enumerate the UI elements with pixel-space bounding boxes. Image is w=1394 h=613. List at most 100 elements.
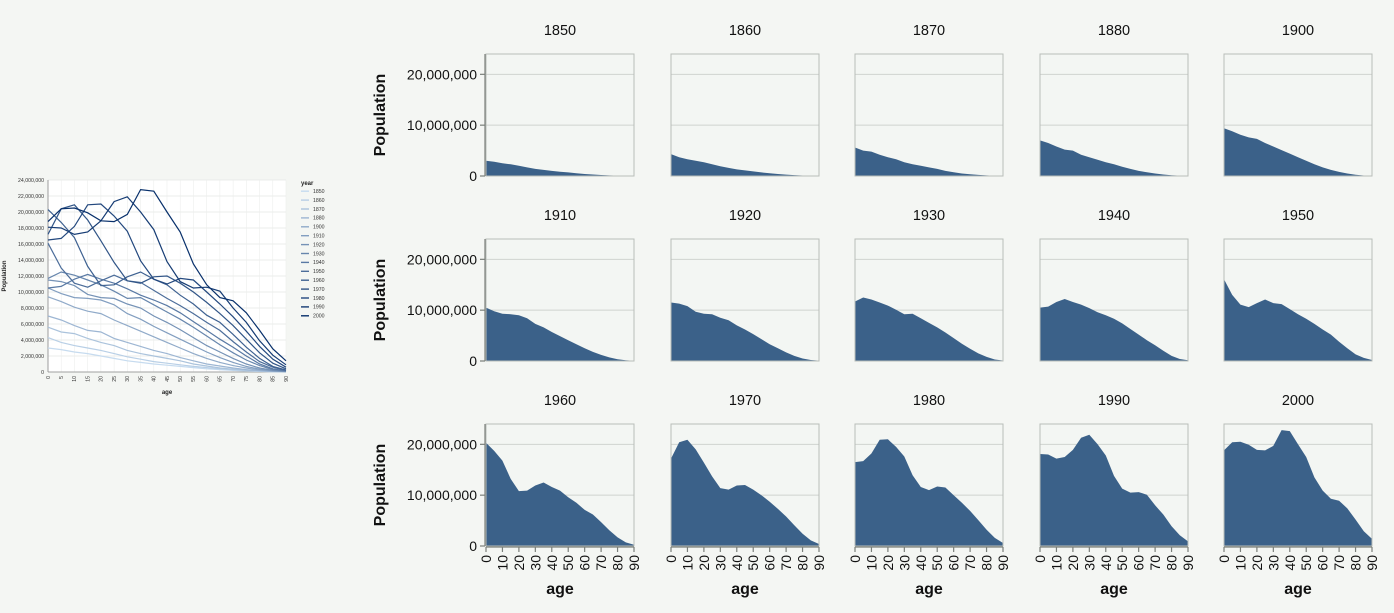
- facet-panel-1970: 1970 0 10 20 30 40 50 60 70 80 90 age: [663, 393, 827, 598]
- facet-x-tick-label: 50: [560, 555, 576, 571]
- facet-x-tick-label: 90: [995, 555, 1011, 571]
- facet-x-tick-label: 20: [696, 555, 712, 571]
- facet-area-1980: [855, 439, 1003, 546]
- facet-frame: [670, 423, 820, 547]
- facet-plot-bg: [486, 54, 634, 176]
- facet-frame: [485, 53, 635, 177]
- overview-y-axis-title: Population: [2, 260, 8, 291]
- facet-title-1860: 1860: [729, 23, 761, 39]
- facet-title-1880: 1880: [1098, 23, 1130, 39]
- facet-area-1940: [1040, 299, 1188, 361]
- overview-x-axis-title: age: [162, 390, 173, 396]
- facet-panel-1980: 1980 0 10 20 30 40 50 60 70 80 90 age: [847, 393, 1011, 598]
- facet-frame: [1039, 53, 1189, 177]
- overview-y-tick-label: 18,000,000: [18, 226, 44, 232]
- facet-x-tick-label: 30: [527, 555, 543, 571]
- facet-x-tick-label: 0: [1216, 555, 1232, 563]
- facet-x-tick-label: 10: [1232, 555, 1248, 571]
- overview-series-line-1880: [47, 315, 287, 373]
- facet-title-1940: 1940: [1098, 208, 1130, 224]
- overview-legend-entry-1910: 1910: [313, 234, 325, 240]
- facet-x-tick-label: 20: [880, 555, 896, 571]
- facet-area-1920: [671, 302, 819, 361]
- facet-title-1910: 1910: [544, 208, 576, 224]
- facet-y-tick-label: 20,000,000: [407, 436, 477, 452]
- overview-y-tick-label: 24,000,000: [18, 178, 44, 184]
- overview-y-tick-label: 10,000,000: [18, 290, 44, 296]
- overview-series-line-2000: [47, 188, 287, 362]
- facet-x-tick-label: 30: [712, 555, 728, 571]
- facet-x-tick-label: 30: [896, 555, 912, 571]
- overview-series-line-1990: [47, 196, 287, 366]
- facet-panel-1860: 1860: [670, 23, 820, 177]
- facet-x-tick-label: 70: [1147, 555, 1163, 571]
- overview-legend-entry-1870: 1870: [313, 207, 325, 213]
- facet-frame: [854, 238, 1004, 362]
- facet-y-tick-label: 0: [469, 353, 477, 369]
- facet-x-tick-label: 70: [962, 555, 978, 571]
- overview-x-tick-label: 25: [112, 376, 118, 382]
- facet-x-tick-label: 90: [626, 555, 642, 571]
- facet-y-tick-label: 10,000,000: [407, 117, 477, 133]
- facet-frame: [670, 238, 820, 362]
- overview-y-tick-label: 6,000,000: [21, 322, 44, 328]
- facet-y-tick-label: 10,000,000: [407, 487, 477, 503]
- facet-x-axis-title: age: [1284, 581, 1312, 598]
- facet-x-tick-label: 90: [1364, 555, 1380, 571]
- facet-x-tick-label: 60: [1131, 555, 1147, 571]
- overview-y-tick-label: 22,000,000: [18, 194, 44, 200]
- overview-legend-entry-1990: 1990: [313, 305, 325, 311]
- overview-x-tick-label: 55: [191, 376, 197, 382]
- overview-legend-entry-1850: 1850: [313, 189, 325, 195]
- facet-x-tick-label: 60: [577, 555, 593, 571]
- overview-line-chart: 0 2,000,000 4,000,000 6,000,000 8,000,000 10,…: [2, 178, 325, 396]
- facet-x-tick-label: 20: [1249, 555, 1265, 571]
- facet-area-1880: [1040, 140, 1188, 176]
- facet-x-tick-label: 80: [795, 555, 811, 571]
- overview-y-tick-label: 20,000,000: [18, 210, 44, 216]
- facet-panel-1940: 1940: [1039, 208, 1189, 362]
- facet-panel-2000: 2000 0 10 20 30 40 50 60 70 80 90 age: [1216, 393, 1380, 598]
- overview-x-tick-label: 0: [46, 376, 52, 379]
- overview-legend-entry-2000: 2000: [313, 314, 325, 320]
- facet-x-tick-label: 50: [1114, 555, 1130, 571]
- facet-frame: [485, 238, 635, 362]
- facet-y-tick-label: 10,000,000: [407, 302, 477, 318]
- facet-title-1980: 1980: [913, 393, 945, 409]
- overview-x-tick-label: 65: [218, 376, 224, 382]
- overview-series-line-1900: [47, 296, 287, 373]
- facet-title-1970: 1970: [729, 393, 761, 409]
- facet-x-tick-label: 40: [729, 555, 745, 571]
- facet-area-1870: [855, 147, 1003, 176]
- facet-area-1850: [486, 160, 634, 176]
- facet-panel-1870: 1870: [854, 23, 1004, 177]
- facet-area-1960: [486, 442, 634, 546]
- facet-frame: [1223, 53, 1373, 177]
- facet-frame: [854, 423, 1004, 547]
- facet-x-tick-label: 70: [1331, 555, 1347, 571]
- facet-x-axis-title: age: [731, 581, 759, 598]
- overview-series-line-1960: [47, 209, 287, 371]
- facet-x-tick-label: 10: [494, 555, 510, 571]
- facet-frame: [670, 53, 820, 177]
- facet-area-2000: [1224, 430, 1372, 546]
- facet-y-axis-title: Population: [372, 259, 389, 342]
- facet-frame: [485, 423, 635, 547]
- facet-y-axis-title: Population: [372, 444, 389, 527]
- overview-series-line-1920: [47, 279, 287, 372]
- facet-y-axis-title: Population: [372, 74, 389, 157]
- facet-panel-1850: 1850 0 10,000,000 20,000,000 Population: [372, 23, 635, 184]
- facet-title-1960: 1960: [544, 393, 576, 409]
- facet-title-1850: 1850: [544, 23, 576, 39]
- facet-title-1920: 1920: [729, 208, 761, 224]
- overview-legend-entry-1980: 1980: [313, 296, 325, 302]
- facet-area-1950: [1224, 279, 1372, 361]
- overview-series-line-1930: [47, 271, 287, 372]
- overview-y-tick-label: 12,000,000: [18, 274, 44, 280]
- overview-series-line-1940: [47, 273, 287, 372]
- facet-y-tick-label: 0: [469, 168, 477, 184]
- overview-x-tick-label: 35: [138, 376, 144, 382]
- facet-area-1910: [486, 307, 634, 361]
- facet-x-tick-label: 10: [863, 555, 879, 571]
- overview-x-tick-label: 10: [72, 376, 78, 382]
